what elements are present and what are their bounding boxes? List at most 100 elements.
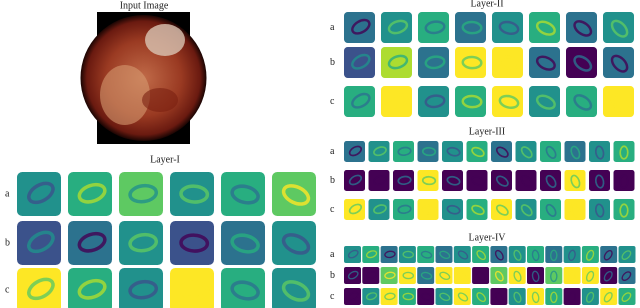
layer-title: Layer-III	[469, 126, 505, 137]
feature-map	[508, 288, 526, 305]
feature-map-bg	[492, 12, 523, 43]
feature-map-texture	[457, 292, 469, 302]
feature-map	[344, 86, 375, 117]
feature-map-bg	[581, 288, 599, 305]
feature-map-bg	[368, 170, 390, 191]
feature-map	[68, 268, 112, 308]
feature-map	[368, 141, 390, 162]
feature-map-texture	[498, 55, 520, 70]
feature-map-texture	[77, 278, 107, 300]
feature-map	[492, 12, 523, 43]
feature-map	[603, 86, 634, 117]
feature-map-texture	[495, 146, 509, 158]
feature-map-texture	[77, 231, 107, 253]
feature-map-bg	[17, 172, 61, 216]
feature-map-texture	[77, 182, 107, 204]
feature-map-texture	[373, 175, 387, 186]
feature-map	[603, 12, 634, 43]
feature-map-bg	[564, 170, 586, 191]
feature-map-bg	[344, 47, 375, 78]
feature-map	[362, 288, 380, 305]
feature-map-bg	[68, 172, 112, 216]
row-label: b	[330, 57, 335, 68]
feature-map	[515, 141, 537, 162]
feature-map	[170, 268, 214, 308]
feature-map-bg	[272, 268, 316, 308]
feature-map-texture	[535, 55, 556, 71]
feature-map-bg	[589, 199, 610, 220]
feature-map-bg	[68, 221, 112, 265]
feature-map-texture	[424, 20, 446, 35]
feature-map-texture	[397, 204, 412, 215]
feature-map-texture	[495, 175, 509, 187]
feature-map-texture	[351, 53, 371, 70]
feature-map-bg	[491, 170, 512, 191]
feature-map	[613, 141, 635, 162]
feature-map-texture	[27, 277, 55, 301]
feature-map-texture	[461, 20, 483, 35]
feature-map-texture	[494, 249, 504, 261]
feature-map-texture	[387, 93, 409, 109]
feature-map-texture	[457, 250, 469, 260]
feature-map	[566, 47, 597, 78]
feature-map-texture	[568, 249, 576, 262]
feature-map	[618, 267, 636, 284]
row-label: c	[5, 284, 10, 295]
feature-map	[564, 141, 586, 162]
feature-map-bg	[563, 267, 581, 284]
feature-map-texture	[281, 233, 311, 255]
row-label: b	[330, 175, 335, 186]
feature-map-texture	[610, 19, 629, 38]
feature-map	[344, 141, 365, 162]
feature-map-texture	[281, 280, 311, 302]
feature-map-bg	[564, 199, 586, 220]
feature-map	[68, 221, 112, 265]
feature-map-texture	[402, 250, 415, 259]
feature-map-bg	[472, 246, 490, 263]
feature-map	[344, 246, 361, 263]
row-label: a	[330, 22, 335, 33]
feature-map	[581, 267, 599, 284]
feature-map-texture	[545, 203, 557, 217]
feature-map-texture	[397, 146, 412, 157]
feature-map-texture	[230, 280, 260, 301]
feature-map-bg	[466, 141, 488, 162]
feature-map	[17, 268, 61, 308]
feature-map	[344, 170, 365, 191]
feature-map	[540, 199, 561, 220]
feature-map-bg	[515, 141, 537, 162]
row-label: a	[330, 146, 335, 157]
feature-map-texture	[348, 203, 363, 215]
feature-map-texture	[230, 233, 260, 254]
feature-map	[119, 268, 163, 308]
feature-map	[472, 246, 490, 263]
feature-map-bg	[566, 47, 597, 78]
feature-map	[417, 141, 439, 162]
feature-map-texture	[594, 174, 605, 189]
feature-map-texture	[230, 184, 260, 205]
feature-map-bg	[344, 246, 361, 263]
feature-map-bg	[344, 170, 365, 191]
feature-map-bg	[442, 141, 463, 162]
feature-map	[563, 288, 581, 305]
feature-map-bg	[362, 246, 380, 263]
feature-map	[466, 170, 488, 191]
feature-map-texture	[495, 204, 509, 216]
feature-map	[381, 86, 412, 117]
feature-map-texture	[535, 94, 556, 110]
feature-map-texture	[421, 204, 437, 215]
feature-map-texture	[476, 292, 486, 303]
feature-map-bg	[566, 86, 597, 117]
feature-map	[466, 199, 488, 220]
feature-map-bg	[540, 199, 561, 220]
feature-map	[417, 170, 439, 191]
feature-map-bg	[529, 47, 560, 78]
feature-map	[368, 199, 390, 220]
feature-map-texture	[281, 184, 311, 206]
feature-map	[119, 221, 163, 265]
row-label: c	[330, 291, 335, 302]
feature-map-bg	[563, 288, 581, 305]
feature-map-texture	[619, 203, 629, 218]
row-label: a	[5, 188, 10, 199]
feature-map-bg	[344, 86, 375, 117]
